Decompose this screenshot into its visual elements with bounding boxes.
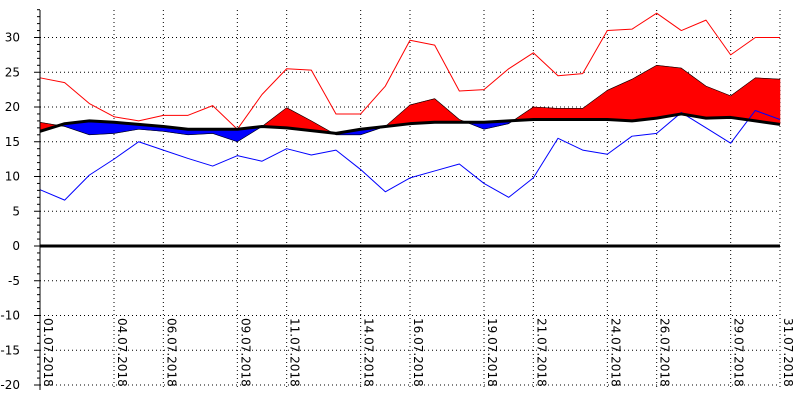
x-tick-label: 21.07.2018: [534, 318, 548, 387]
x-tick-label: 26.07.2018: [658, 318, 672, 387]
y-tick-label: 0: [12, 239, 20, 253]
area-segment: [212, 128, 238, 143]
area-segment: [582, 89, 608, 120]
area-segment: [607, 78, 633, 122]
series-line-min: [39, 109, 781, 201]
area-segment: [656, 65, 682, 119]
area-segment: [631, 64, 657, 122]
area-segment: [533, 106, 559, 120]
area-segment: [730, 77, 756, 122]
y-tick-label: -5: [8, 274, 20, 288]
y-tick-label: 15: [5, 135, 20, 149]
area-segment: [681, 67, 707, 119]
axes: [34, 9, 780, 390]
series-line-outline: [39, 65, 781, 143]
y-tick-label: 5: [12, 204, 20, 218]
area-segment: [755, 77, 781, 125]
x-tick-label: 01.07.2018: [41, 318, 55, 387]
series-lines: [39, 12, 781, 201]
y-tick-label: -20: [0, 378, 20, 392]
area-segment: [557, 108, 583, 120]
x-tick-label: 31.07.2018: [781, 318, 795, 387]
x-tick-label: 04.07.2018: [115, 318, 129, 387]
area-segment: [409, 98, 435, 124]
series-line-base: [39, 112, 781, 135]
y-tick-label: -15: [0, 343, 20, 357]
y-tick-label: -10: [0, 309, 20, 323]
x-tick-label: 16.07.2018: [411, 318, 425, 387]
tick-labels: 30 25 20 15 10 5 0 -5 -10 -15 -20 01.07.2018 04.07.2…: [0, 31, 795, 393]
x-tick-label: 14.07.2018: [362, 318, 376, 387]
area-segment: [434, 98, 460, 123]
series-line-max: [39, 12, 780, 130]
y-tick-label: 25: [5, 65, 20, 79]
x-tick-label: 29.07.2018: [732, 318, 746, 387]
x-tick-label: 09.07.2018: [238, 318, 252, 387]
x-tick-label: 19.07.2018: [485, 318, 499, 387]
x-tick-label: 06.07.2018: [164, 318, 178, 387]
x-tick-label: 11.07.2018: [288, 318, 302, 387]
x-tick-label: 24.07.2018: [608, 318, 622, 387]
y-tick-label: 30: [5, 31, 20, 45]
y-tick-label: 10: [5, 170, 20, 184]
y-tick-label: 20: [5, 100, 20, 114]
